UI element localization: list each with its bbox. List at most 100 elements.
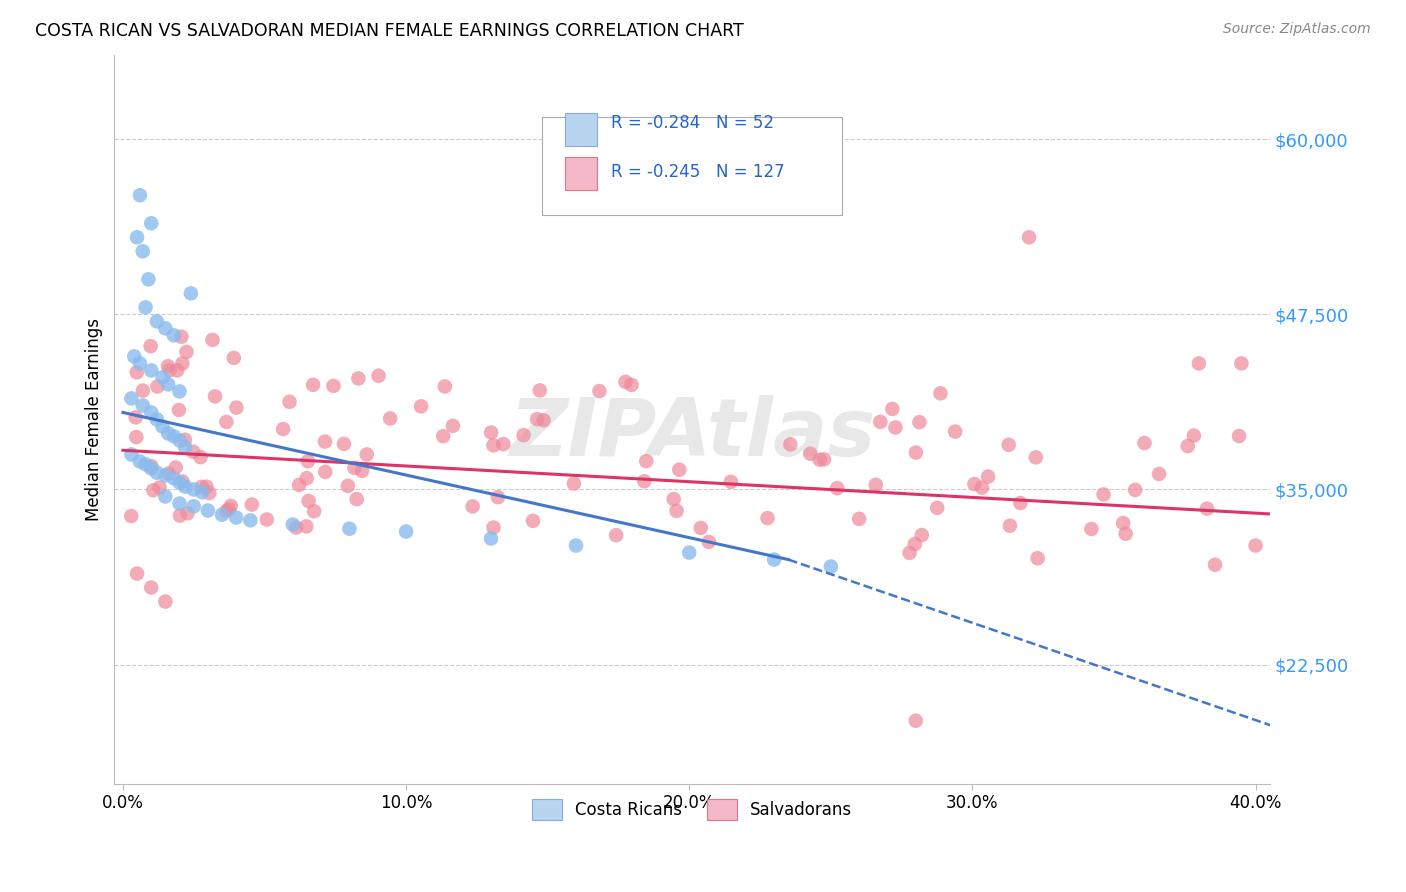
Point <box>904 714 927 728</box>
Point <box>1188 356 1211 370</box>
Point <box>218 502 240 516</box>
Point <box>256 512 278 526</box>
Point <box>1244 539 1267 553</box>
Point <box>169 475 191 490</box>
Point <box>697 535 720 549</box>
Point <box>148 481 170 495</box>
Point <box>799 447 821 461</box>
Point <box>128 454 150 468</box>
Point <box>1177 439 1199 453</box>
Point <box>1112 516 1135 530</box>
Point <box>482 438 505 452</box>
Point <box>848 512 870 526</box>
Point <box>297 454 319 468</box>
Point <box>141 363 163 377</box>
Point <box>172 357 194 371</box>
Point <box>152 419 174 434</box>
Point <box>314 434 336 449</box>
Point <box>347 371 370 385</box>
Point <box>433 379 456 393</box>
Point <box>152 370 174 384</box>
Point <box>163 328 186 343</box>
Point <box>461 500 484 514</box>
Point <box>142 483 165 498</box>
Point <box>132 244 155 259</box>
Point <box>678 545 700 559</box>
Point <box>1080 522 1102 536</box>
Point <box>395 524 418 539</box>
Point <box>163 429 186 443</box>
Point <box>135 301 157 315</box>
Point <box>201 333 224 347</box>
Point <box>281 517 304 532</box>
Point <box>146 379 169 393</box>
Point <box>180 286 202 301</box>
Bar <box>565 113 598 146</box>
Point <box>779 437 801 451</box>
Point <box>190 480 212 494</box>
Point <box>181 444 204 458</box>
Point <box>492 437 515 451</box>
Point <box>146 412 169 426</box>
Point <box>195 480 218 494</box>
Point <box>614 375 637 389</box>
Point <box>155 468 177 483</box>
Point <box>176 345 198 359</box>
Point <box>908 415 931 429</box>
Point <box>970 481 993 495</box>
Point <box>155 490 177 504</box>
Point <box>125 566 148 581</box>
Text: COSTA RICAN VS SALVADORAN MEDIAN FEMALE EARNINGS CORRELATION CHART: COSTA RICAN VS SALVADORAN MEDIAN FEMALE … <box>35 22 744 40</box>
Point <box>271 422 294 436</box>
Point <box>146 466 169 480</box>
Point <box>225 510 247 524</box>
Point <box>813 452 835 467</box>
Point <box>720 475 742 489</box>
Point <box>1204 558 1226 572</box>
Point <box>138 272 160 286</box>
Point <box>825 481 848 495</box>
Point <box>620 378 643 392</box>
Point <box>904 537 927 551</box>
Point <box>997 438 1019 452</box>
Point <box>278 394 301 409</box>
Point <box>865 477 887 491</box>
FancyBboxPatch shape <box>541 117 842 216</box>
Point <box>512 428 534 442</box>
Bar <box>565 157 598 190</box>
Point <box>302 504 325 518</box>
Point <box>927 500 949 515</box>
Point <box>159 363 181 377</box>
Point <box>198 486 221 500</box>
Point <box>169 496 191 510</box>
Text: R = -0.284   N = 52: R = -0.284 N = 52 <box>612 114 775 132</box>
Point <box>1123 483 1146 497</box>
Point <box>183 500 205 514</box>
Point <box>756 511 779 525</box>
Point <box>884 420 907 434</box>
Point <box>820 559 842 574</box>
Point <box>322 379 344 393</box>
Point <box>1182 428 1205 442</box>
Point <box>479 532 502 546</box>
Point <box>156 359 179 374</box>
Point <box>486 490 509 504</box>
Point <box>165 460 187 475</box>
Point <box>529 384 551 398</box>
Point <box>1227 429 1250 443</box>
Point <box>298 494 321 508</box>
Point <box>522 514 544 528</box>
Point <box>898 546 921 560</box>
Point <box>636 454 658 468</box>
Point <box>141 461 163 475</box>
Point <box>482 520 505 534</box>
Point <box>339 522 361 536</box>
Point <box>526 412 548 426</box>
Point <box>1018 230 1040 244</box>
Point <box>356 447 378 461</box>
Point <box>380 411 402 425</box>
Point <box>167 403 190 417</box>
Point <box>295 519 318 533</box>
Point <box>343 461 366 475</box>
Point <box>155 321 177 335</box>
